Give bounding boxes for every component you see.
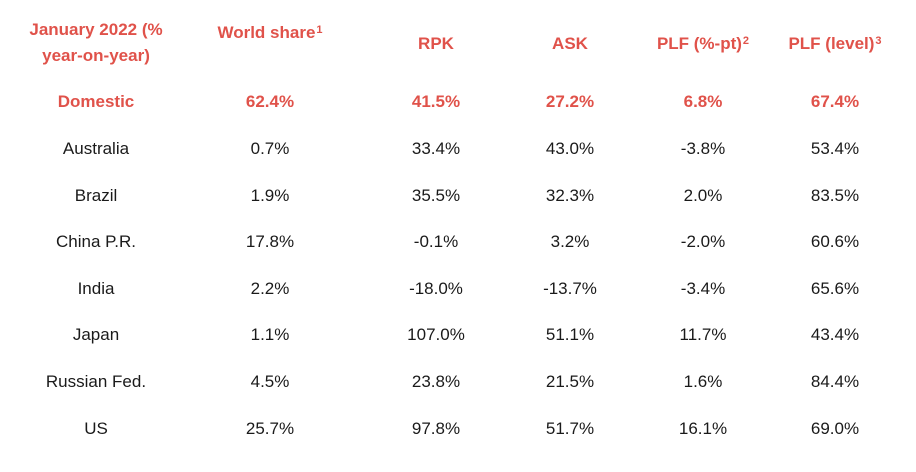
header-plf-level: PLF (level)3	[760, 33, 910, 55]
header-period-line1: January 2022 (%	[29, 20, 163, 39]
cell-plf-pt: 2.0%	[683, 186, 723, 205]
header-period: January 2022 (% year-on-year)	[10, 17, 182, 69]
header-world-share-label: World share	[217, 23, 316, 42]
cell-plf-pt: -3.4%	[680, 279, 726, 298]
cell-rpk: 41.5%	[411, 92, 461, 111]
cell-ask: 43.0%	[545, 139, 595, 158]
cell-world-share: 1.1%	[250, 325, 290, 344]
cell-world-share: 4.5%	[250, 372, 290, 391]
cell-ask: 3.2%	[550, 232, 590, 251]
cell-ask: 51.7%	[545, 419, 595, 438]
cell-rpk: 33.4%	[411, 139, 461, 158]
cell-plf-pt: 6.8%	[683, 92, 723, 111]
cell-ask: 32.3%	[545, 186, 595, 205]
cell-plf-level: 60.6%	[810, 232, 860, 251]
cell-plf-level: 83.5%	[810, 186, 860, 205]
header-rpk-label: RPK	[418, 34, 454, 53]
cell-world-share: 0.7%	[250, 139, 290, 158]
header-plf-level-label: PLF (level)	[788, 34, 875, 53]
header-plf-pt: PLF (%-pt)2	[628, 33, 778, 55]
cell-plf-pt: 16.1%	[678, 419, 728, 438]
cell-world-share: 2.2%	[250, 279, 290, 298]
header-ask-label: ASK	[552, 34, 588, 53]
cell-region: US	[84, 419, 108, 438]
cell-ask: -13.7%	[543, 279, 597, 298]
header-plf-pt-label: PLF (%-pt)	[656, 34, 742, 53]
cell-plf-pt: -2.0%	[680, 232, 726, 251]
cell-region: Brazil	[74, 186, 118, 205]
cell-rpk: -0.1%	[413, 232, 459, 251]
header-rpk: RPK	[362, 33, 510, 55]
header-period-line2: year-on-year)	[42, 46, 150, 65]
cell-region: Domestic	[57, 92, 135, 111]
cell-plf-level: 84.4%	[810, 372, 860, 391]
cell-plf-level: 65.6%	[810, 279, 860, 298]
cell-world-share: 25.7%	[245, 419, 295, 438]
cell-ask: 21.5%	[545, 372, 595, 391]
header-world-share-footnote: 1	[316, 24, 323, 36]
cell-plf-level: 67.4%	[810, 92, 860, 111]
cell-region: India	[77, 279, 115, 298]
cell-rpk: 35.5%	[411, 186, 461, 205]
cell-plf-pt: -3.8%	[680, 139, 726, 158]
cell-region: Australia	[62, 139, 130, 158]
cell-rpk: 107.0%	[407, 325, 465, 344]
cell-plf-pt: 11.7%	[679, 325, 727, 344]
cell-ask: 27.2%	[545, 92, 595, 111]
cell-region: Russian Fed.	[45, 372, 147, 391]
cell-plf-level: 53.4%	[810, 139, 860, 158]
cell-world-share: 17.8%	[245, 232, 295, 251]
cell-rpk: -18.0%	[409, 279, 463, 298]
cell-plf-level: 69.0%	[810, 419, 860, 438]
cell-plf-pt: 1.6%	[683, 372, 723, 391]
header-ask: ASK	[495, 33, 645, 55]
cell-world-share: 1.9%	[250, 186, 290, 205]
cell-region: Japan	[72, 325, 120, 344]
cell-rpk: 97.8%	[411, 419, 461, 438]
header-plf-level-footnote: 3	[875, 35, 882, 47]
cell-plf-level: 43.4%	[810, 325, 860, 344]
header-world-share: World share1	[195, 22, 345, 44]
cell-ask: 51.1%	[545, 325, 595, 344]
cell-rpk: 23.8%	[411, 372, 461, 391]
cell-world-share: 62.4%	[245, 92, 295, 111]
cell-region: China P.R.	[55, 232, 136, 251]
header-plf-pt-footnote: 2	[742, 35, 750, 47]
